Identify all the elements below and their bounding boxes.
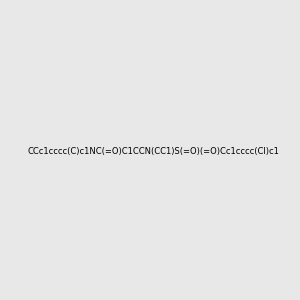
Text: CCc1cccc(C)c1NC(=O)C1CCN(CC1)S(=O)(=O)Cc1cccc(Cl)c1: CCc1cccc(C)c1NC(=O)C1CCN(CC1)S(=O)(=O)Cc…: [28, 147, 280, 156]
